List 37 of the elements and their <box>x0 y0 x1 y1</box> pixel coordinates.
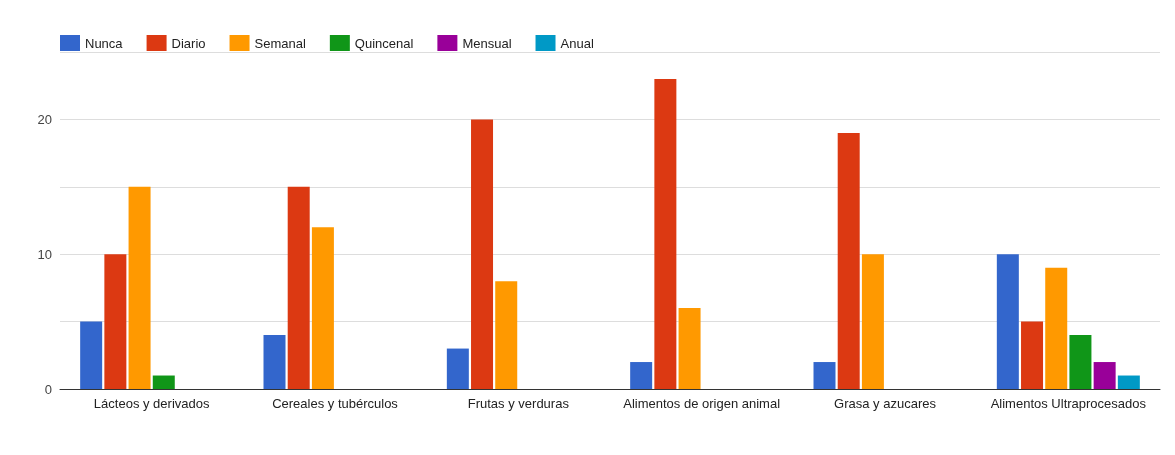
bar <box>80 321 103 389</box>
legend-label: Diario <box>171 35 206 51</box>
x-tick-label: Grasa y azucares <box>834 396 937 411</box>
x-tick-label: Cereales y tubérculos <box>272 396 399 411</box>
bar <box>678 308 701 389</box>
bar <box>471 119 494 389</box>
bar <box>152 375 175 389</box>
bar <box>287 186 310 389</box>
legend-label: Anual <box>560 35 594 51</box>
bar <box>1021 321 1044 389</box>
bar <box>1093 362 1116 389</box>
bar <box>654 78 677 389</box>
bar <box>495 281 518 389</box>
x-tick-label: Frutas y verduras <box>467 396 570 411</box>
bar <box>311 227 334 389</box>
legend-label: Quincenal <box>354 35 414 51</box>
bar <box>263 335 286 389</box>
x-tick-label: Alimentos Ultraprocesados <box>990 396 1147 411</box>
y-tick-label: 10 <box>37 246 52 262</box>
legend-label: Semanal <box>254 35 306 51</box>
bar <box>104 254 127 389</box>
legend-label: Mensual <box>462 35 512 51</box>
x-tick-label: Lácteos y derivados <box>93 396 210 411</box>
bar <box>630 362 653 389</box>
legend-label: Nunca <box>85 35 124 51</box>
y-tick-label: 20 <box>37 111 52 127</box>
bar <box>861 254 884 389</box>
bar <box>813 362 836 389</box>
bar <box>1069 335 1092 389</box>
bar <box>128 186 151 389</box>
bar <box>1117 375 1140 389</box>
y-tick-label: 0 <box>44 381 52 397</box>
bar <box>446 348 469 389</box>
x-tick-label: Alimentos de origen animal <box>623 396 781 411</box>
bar <box>837 132 860 389</box>
bar <box>996 254 1019 389</box>
bar <box>1045 267 1068 389</box>
